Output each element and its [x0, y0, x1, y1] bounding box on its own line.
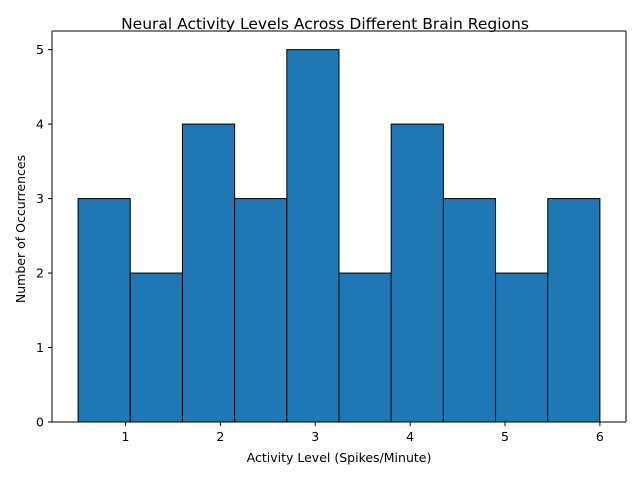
- y-tick-label: 5: [36, 42, 44, 57]
- x-ticks: 1 2 3 4 5 6: [122, 422, 604, 444]
- y-tick-label: 3: [36, 191, 44, 206]
- bars-group: [77, 49, 601, 423]
- histogram-bar-7: [390, 123, 444, 423]
- y-tick-label: 0: [36, 415, 44, 430]
- x-tick-label: 3: [311, 429, 319, 444]
- histogram-bar-1: [77, 198, 131, 423]
- y-tick-label: 2: [36, 266, 44, 281]
- histogram-bar-2: [129, 272, 183, 423]
- x-tick-label: 4: [406, 429, 414, 444]
- histogram-bar-3: [181, 123, 236, 423]
- x-axis-label: Activity Level (Spikes/Minute): [247, 450, 432, 465]
- histogram-bar-6: [338, 272, 392, 423]
- axes-group: [51, 30, 627, 423]
- chart-title: Neural Activity Levels Across Different …: [121, 15, 529, 33]
- histogram-bar-8: [442, 198, 497, 423]
- y-tick-label: 1: [36, 340, 44, 355]
- y-ticks: 0 1 2 3 4 5: [36, 42, 52, 430]
- x-tick-label: 6: [596, 429, 604, 444]
- histogram-bar-9: [495, 272, 549, 423]
- y-axis-label: Number of Occurrences: [13, 155, 28, 303]
- y-tick-label: 4: [36, 117, 44, 132]
- x-tick-label: 5: [501, 429, 509, 444]
- x-tick-label: 2: [216, 429, 224, 444]
- histogram-bar-4: [234, 198, 288, 423]
- x-tick-label: 1: [122, 429, 130, 444]
- histogram-bar-10: [547, 198, 601, 423]
- histogram-bar-5: [286, 49, 340, 423]
